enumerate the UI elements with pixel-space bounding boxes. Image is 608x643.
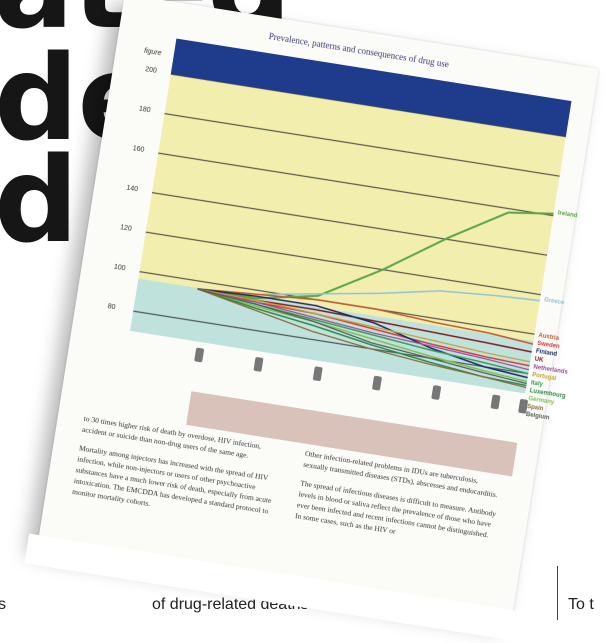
gridline: [164, 113, 560, 177]
series-lines: [133, 74, 566, 389]
x-tick-marker: [490, 394, 501, 410]
y-tick-label: 160: [132, 145, 145, 154]
chart-figure: figure 200 180 160 140 120 100 80: [91, 34, 578, 477]
series-line: [197, 288, 527, 387]
x-tick-marker: [371, 375, 383, 391]
y-tick-label: 100: [113, 263, 126, 273]
y-tick-label: 200: [144, 66, 158, 75]
series-line: [197, 288, 527, 385]
y-tick-label: 180: [138, 105, 152, 115]
series-line: [197, 288, 528, 379]
x-tick-marker: [312, 366, 323, 382]
gridline: [151, 192, 548, 256]
series-line: [197, 288, 527, 389]
units-label: figure: [143, 47, 162, 58]
series-label: Spain: [526, 403, 544, 413]
bottom-right-fragment: To t: [568, 596, 594, 613]
y-tick-label: 80: [107, 303, 116, 312]
headline-line-2: d: [0, 131, 78, 269]
series-label: Belgium: [525, 411, 550, 422]
gridline: [133, 310, 529, 375]
gridline: [145, 231, 541, 296]
column-divider: [557, 566, 558, 620]
gridline: [170, 74, 566, 138]
series-label: Ireland: [557, 210, 578, 220]
x-tick-marker: [253, 356, 264, 372]
document-page: Prevalence, patterns and consequences of…: [24, 0, 599, 642]
series-line: [197, 288, 530, 371]
series-line: [197, 288, 530, 367]
y-tick-label: 120: [119, 224, 133, 233]
x-tick-marker: [194, 347, 205, 363]
series-line: [197, 288, 531, 363]
series-label: Italy: [530, 380, 544, 389]
bottom-left-fragment: s: [0, 596, 6, 613]
x-tick-marker: [431, 384, 442, 401]
series-line: [197, 288, 528, 383]
series-line: [197, 288, 534, 345]
y-tick-label: 140: [125, 184, 139, 194]
gridline: [158, 152, 554, 217]
series-line-ireland: [197, 211, 554, 300]
series-label: Greece: [543, 297, 565, 307]
series-label: UK: [534, 356, 544, 364]
